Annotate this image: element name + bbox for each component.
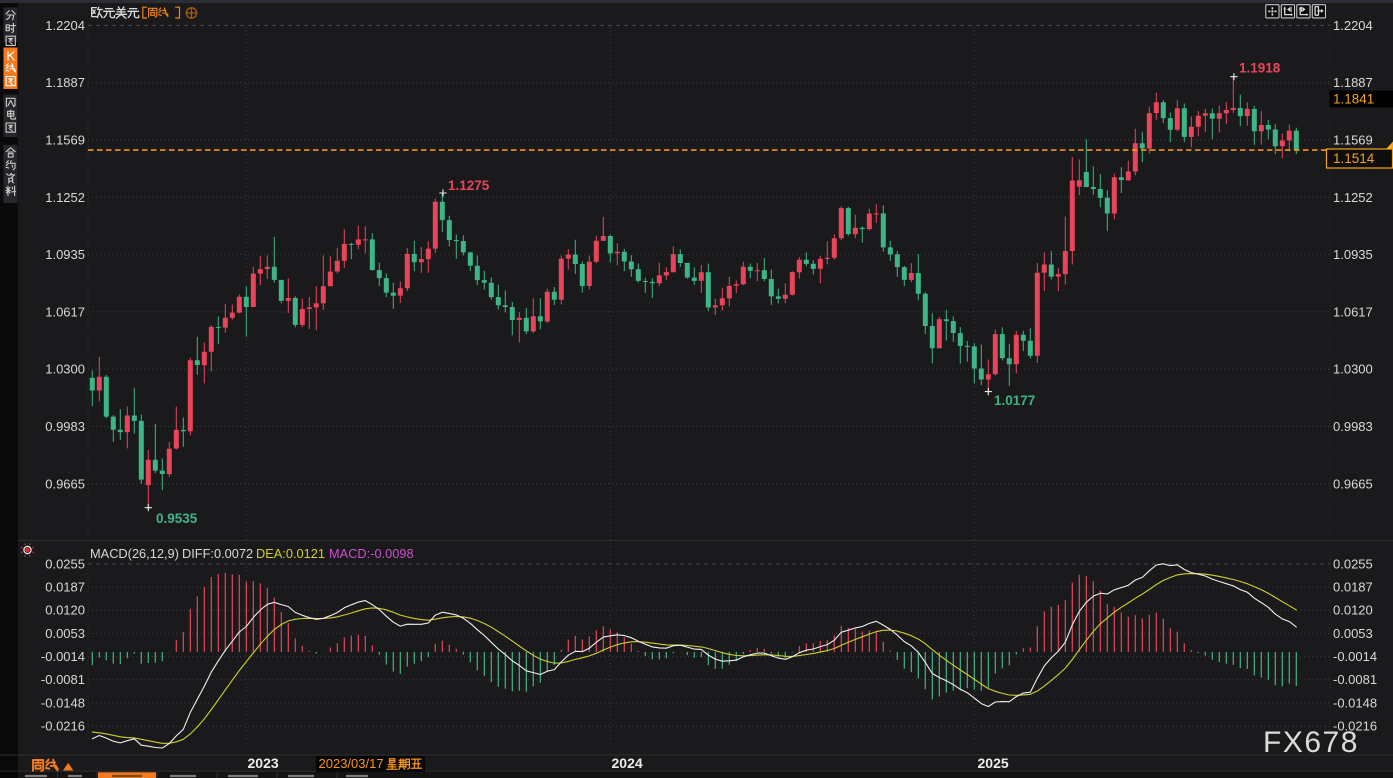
svg-text:-0.0216: -0.0216 bbox=[1333, 719, 1377, 734]
svg-text:1.0177: 1.0177 bbox=[994, 393, 1035, 408]
svg-text:1.2204: 1.2204 bbox=[1333, 18, 1373, 33]
svg-text:-0.0014: -0.0014 bbox=[1333, 649, 1377, 664]
svg-text:FX678: FX678 bbox=[1263, 726, 1359, 759]
svg-text:0.9983: 0.9983 bbox=[45, 419, 85, 434]
svg-text:-0.0014: -0.0014 bbox=[41, 649, 85, 664]
svg-text:1.1887: 1.1887 bbox=[1333, 75, 1373, 90]
svg-text:2023/03/17: 2023/03/17 bbox=[319, 756, 384, 771]
svg-text:MACD(26,12,9): MACD(26,12,9) bbox=[90, 546, 179, 561]
svg-text:1.1252: 1.1252 bbox=[45, 190, 85, 205]
svg-text:0.0053: 0.0053 bbox=[1333, 626, 1373, 641]
svg-text:1.0935: 1.0935 bbox=[1333, 247, 1373, 262]
svg-text:2023: 2023 bbox=[248, 755, 279, 771]
svg-text:1.0300: 1.0300 bbox=[45, 362, 85, 377]
svg-text:1.1514: 1.1514 bbox=[1333, 151, 1375, 166]
svg-text:0.9665: 0.9665 bbox=[1333, 476, 1373, 491]
svg-text:1.0935: 1.0935 bbox=[45, 247, 85, 262]
svg-text:0.0120: 0.0120 bbox=[45, 603, 85, 618]
svg-text:1.1918: 1.1918 bbox=[1239, 61, 1281, 76]
svg-text:1.2204: 1.2204 bbox=[45, 18, 85, 33]
svg-text:0.9665: 0.9665 bbox=[45, 476, 85, 491]
svg-text:-0.0081: -0.0081 bbox=[1333, 672, 1377, 687]
svg-text:1.0300: 1.0300 bbox=[1333, 362, 1373, 377]
svg-text:-0.0148: -0.0148 bbox=[41, 695, 85, 710]
svg-text:-0.0148: -0.0148 bbox=[1333, 695, 1377, 710]
svg-text:-0.0216: -0.0216 bbox=[41, 719, 85, 734]
svg-text:1.1887: 1.1887 bbox=[45, 75, 85, 90]
svg-text:0.0187: 0.0187 bbox=[1333, 580, 1373, 595]
svg-text:0.9983: 0.9983 bbox=[1333, 419, 1373, 434]
svg-text:2025: 2025 bbox=[978, 755, 1009, 771]
svg-text:0.0120: 0.0120 bbox=[1333, 603, 1373, 618]
svg-text:1.1252: 1.1252 bbox=[1333, 190, 1373, 205]
svg-text:1.1275: 1.1275 bbox=[448, 178, 490, 193]
svg-text:1.0617: 1.0617 bbox=[45, 304, 85, 319]
svg-text:0.9535: 0.9535 bbox=[156, 511, 198, 526]
svg-text:MACD:-0.0098: MACD:-0.0098 bbox=[329, 546, 414, 561]
svg-text:-0.0081: -0.0081 bbox=[41, 672, 85, 687]
svg-text:0.0255: 0.0255 bbox=[1333, 556, 1373, 571]
svg-text:DIFF:0.0072: DIFF:0.0072 bbox=[182, 546, 253, 561]
svg-text:0.0053: 0.0053 bbox=[45, 626, 85, 641]
svg-text:DEA:0.0121: DEA:0.0121 bbox=[256, 546, 325, 561]
svg-text:0.0255: 0.0255 bbox=[45, 556, 85, 571]
svg-text:1.1841: 1.1841 bbox=[1333, 92, 1374, 107]
svg-text:1.1569: 1.1569 bbox=[1333, 133, 1373, 148]
svg-text:2024: 2024 bbox=[612, 755, 643, 771]
svg-text:1.1569: 1.1569 bbox=[45, 133, 85, 148]
svg-text:0.0187: 0.0187 bbox=[45, 580, 85, 595]
svg-text:1.0617: 1.0617 bbox=[1333, 304, 1373, 319]
